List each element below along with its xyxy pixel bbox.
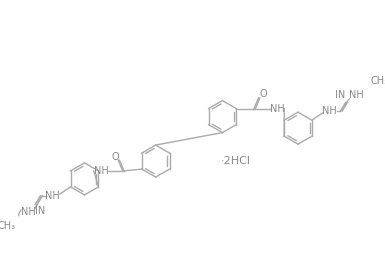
Text: CH₃: CH₃ <box>0 221 16 231</box>
Text: NH: NH <box>45 191 60 201</box>
Text: O: O <box>111 152 119 162</box>
Text: NH: NH <box>349 90 364 100</box>
Text: IN: IN <box>35 206 45 216</box>
Text: ·2HCl: ·2HCl <box>221 156 251 166</box>
Text: NH: NH <box>322 106 337 116</box>
Text: NH: NH <box>20 207 35 217</box>
Text: NH: NH <box>94 166 108 176</box>
Text: NH: NH <box>270 104 285 114</box>
Text: O: O <box>259 89 267 99</box>
Text: IN: IN <box>335 90 345 100</box>
Text: CH₃: CH₃ <box>370 76 385 86</box>
